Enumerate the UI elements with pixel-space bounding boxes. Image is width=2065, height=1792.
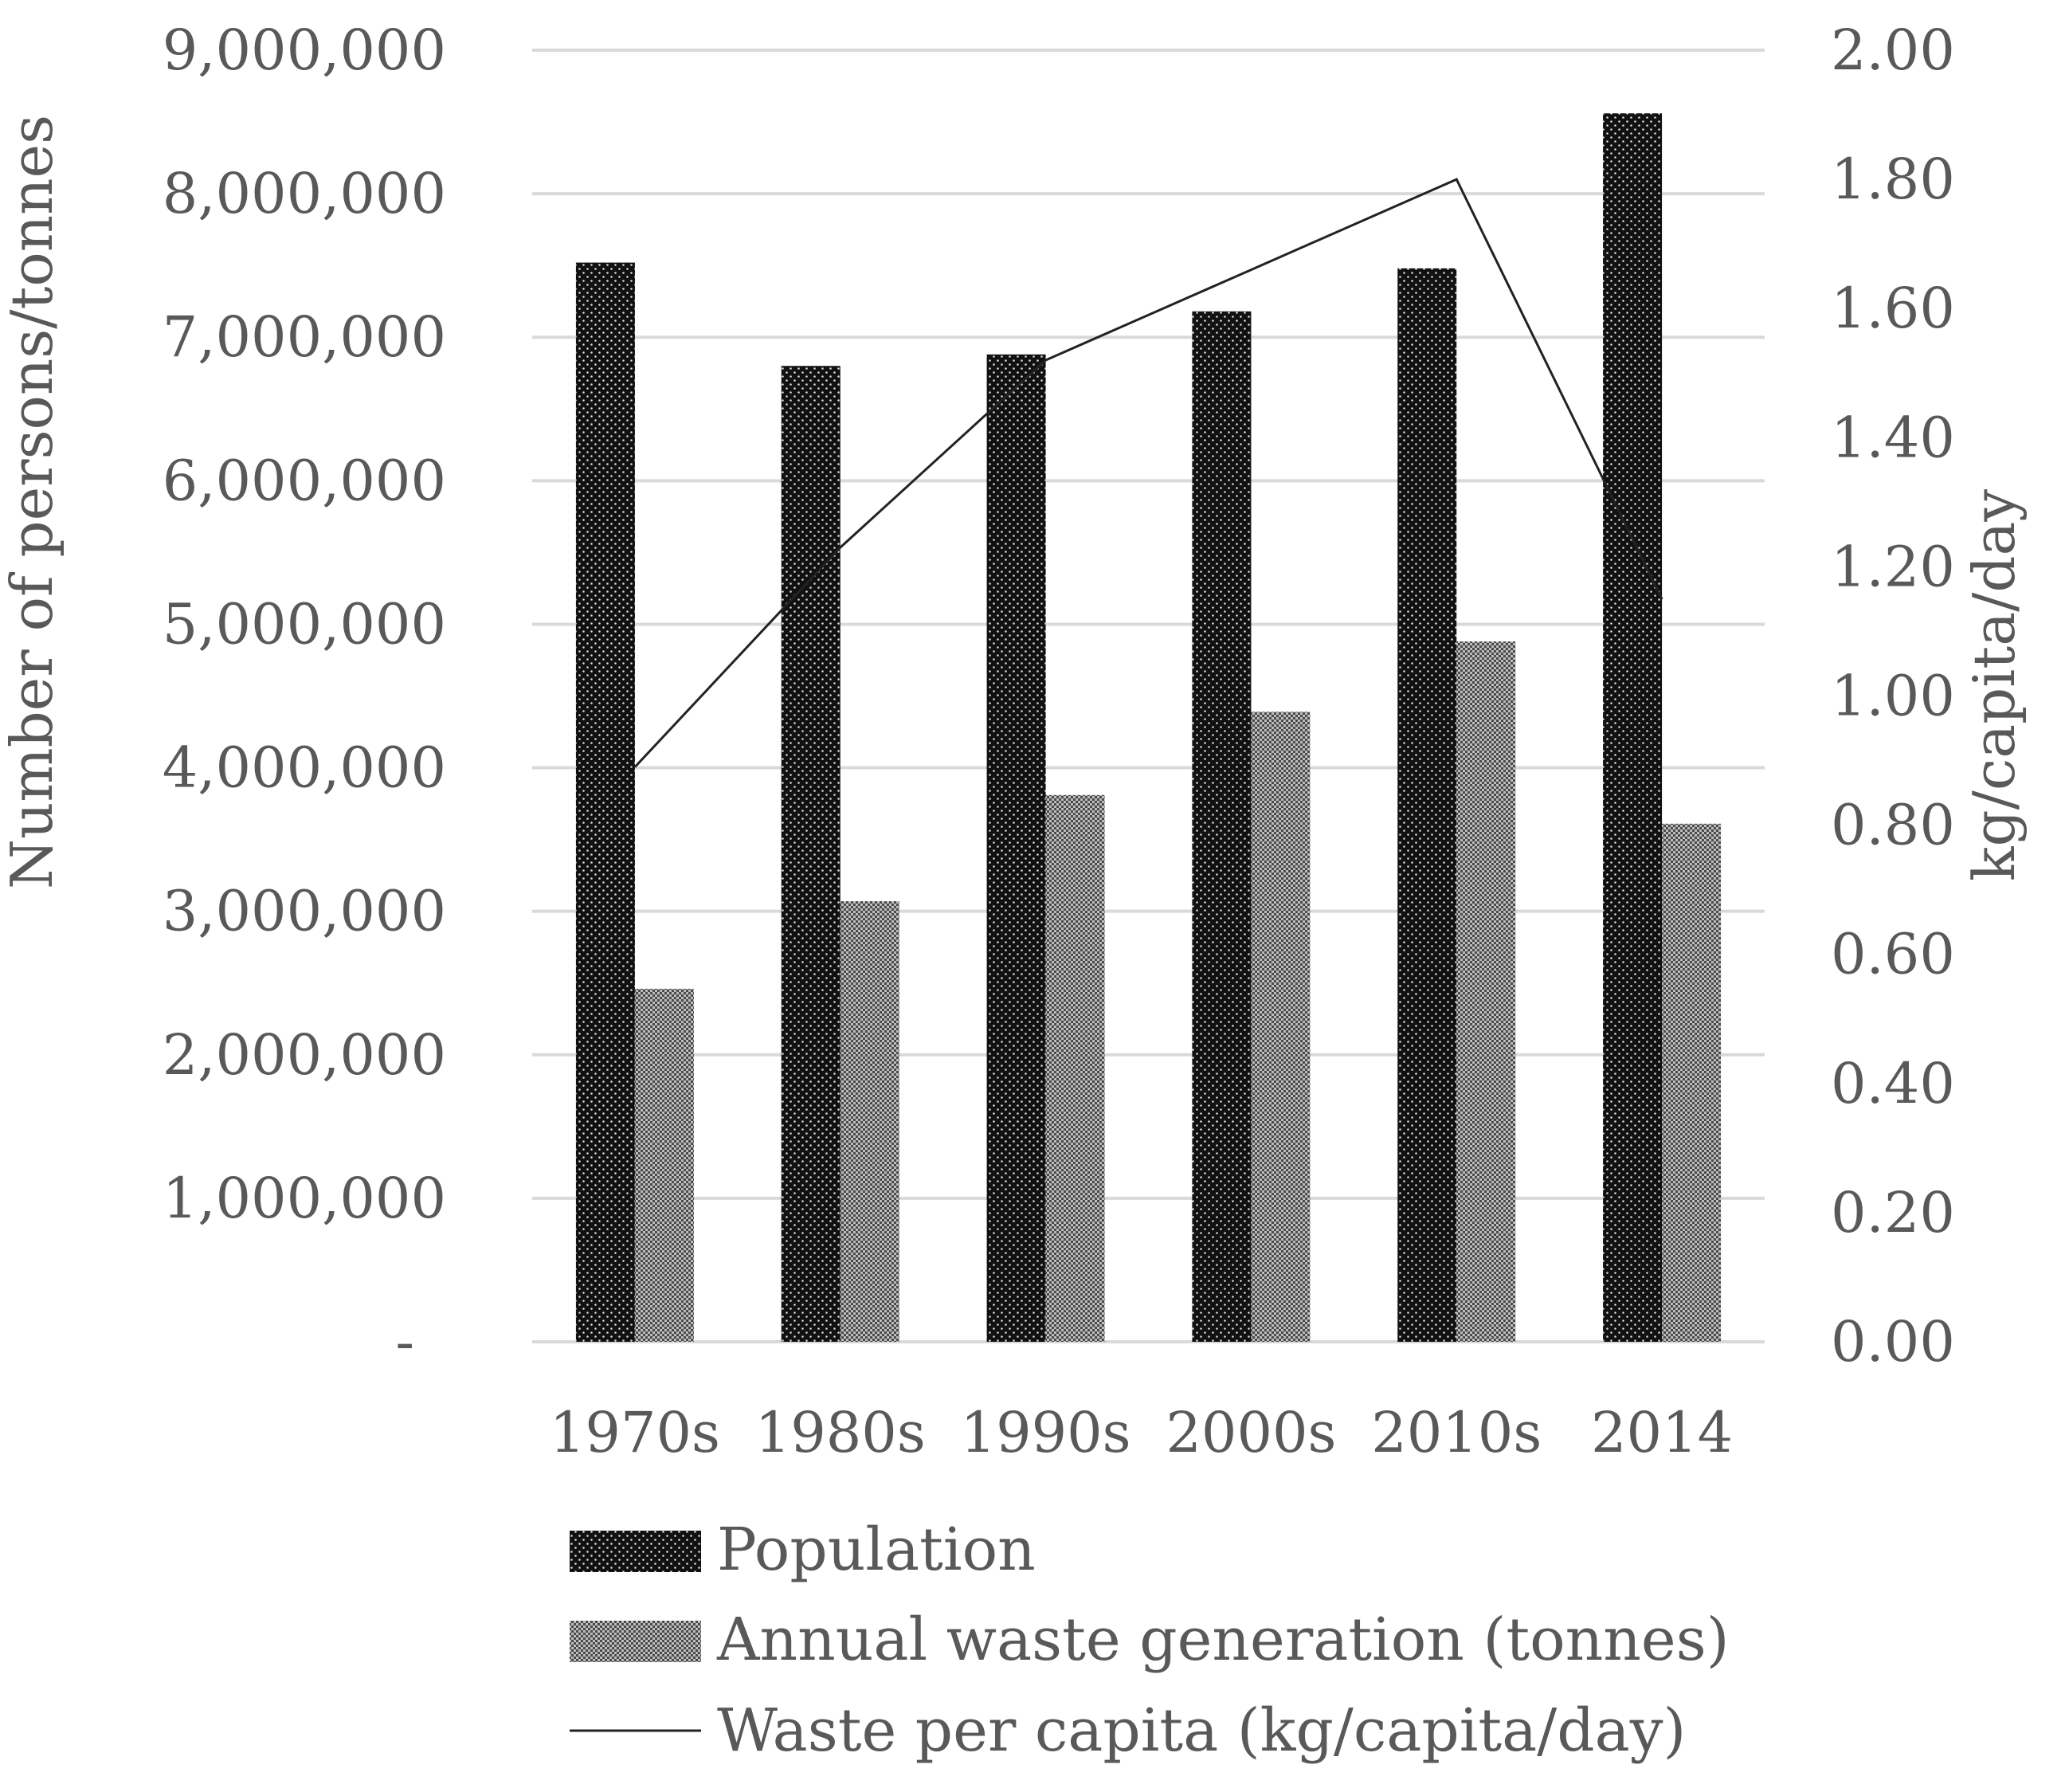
right-tick-label: 1.60 (1831, 276, 1955, 341)
legend-label-population: Population (717, 1516, 1036, 1584)
x-tick-label: 2000s (1166, 1400, 1336, 1465)
left-tick-label: 7,000,000 (163, 304, 446, 370)
bar-population (1603, 113, 1663, 1342)
line-point (1250, 269, 1252, 271)
legend-label-line: Waste per capita (kg/capita/day) (717, 1696, 1686, 1765)
x-tick-label: 1970s (550, 1400, 720, 1465)
bar-population (1192, 311, 1252, 1342)
x-tick-label: 1990s (961, 1400, 1131, 1465)
bar-population (781, 366, 840, 1343)
right-tick-label: 2.00 (1831, 18, 1955, 83)
right-axis-title: kg/capita/day (1961, 489, 2028, 881)
x-tick-label: 2014 (1591, 1400, 1733, 1465)
x-tick-label: 2010s (1371, 1400, 1542, 1465)
bar-waste (1456, 641, 1516, 1342)
right-tick-label: 0.60 (1831, 922, 1955, 987)
axes: Number of persons/tonnes kg/capita/day -… (0, 18, 2028, 1465)
legend: Population Annual waste generation (tonn… (570, 1516, 1730, 1765)
left-tick-label: 5,000,000 (163, 591, 446, 657)
right-tick-label: 1.20 (1831, 534, 1955, 599)
right-tick-label: 1.40 (1831, 405, 1955, 470)
line-point (1456, 178, 1457, 180)
right-tick-label: 1.80 (1831, 147, 1955, 212)
left-tick-label: 6,000,000 (163, 448, 446, 513)
left-tick-label: 9,000,000 (163, 18, 446, 83)
gridlines (532, 49, 1765, 1343)
bar-waste (840, 901, 899, 1342)
bar-waste (1662, 823, 1722, 1342)
bar-waste (1251, 712, 1311, 1342)
right-tick-label: 0.40 (1831, 1051, 1955, 1116)
bar-population (1397, 268, 1457, 1342)
bar-waste (634, 988, 694, 1342)
right-tick-label: 0.20 (1831, 1180, 1955, 1245)
left-tick-label: 8,000,000 (163, 161, 446, 226)
bar-population (986, 354, 1046, 1342)
legend-swatch-population (570, 1531, 701, 1572)
legend-swatch-waste (570, 1621, 701, 1662)
left-tick-label: 3,000,000 (163, 879, 446, 944)
bar-waste (1045, 794, 1105, 1342)
x-tick-label: 1980s (755, 1400, 926, 1465)
left-tick-label: 1,000,000 (163, 1166, 446, 1231)
legend-label-waste: Annual waste generation (tonnes) (716, 1606, 1730, 1674)
right-tick-label: 0.80 (1831, 793, 1955, 858)
line-point (1045, 359, 1047, 361)
right-tick-label: 0.00 (1831, 1309, 1955, 1374)
line-waste-per-capita (633, 178, 1663, 768)
left-tick-label: 2,000,000 (163, 1022, 446, 1088)
line-series (633, 178, 1663, 768)
left-tick-label: 4,000,000 (163, 735, 446, 801)
right-tick-label: 1.00 (1831, 664, 1955, 729)
bars (575, 113, 1722, 1343)
line-point (1661, 598, 1663, 600)
bar-population (575, 262, 635, 1342)
left-axis-title: Number of persons/tonnes (0, 115, 65, 889)
left-tick-label: - (395, 1309, 414, 1374)
